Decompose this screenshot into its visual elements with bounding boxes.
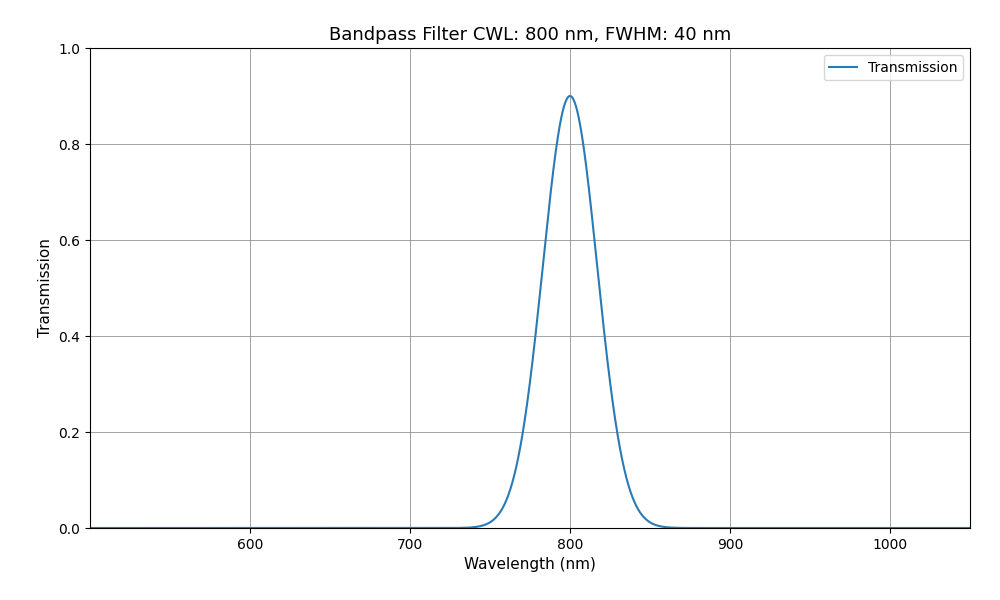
Transmission (964, 524, 976, 532)
Transmission (808, 524, 820, 532)
Transmission (420, 524, 432, 532)
Y-axis label: Transmission: Transmission (38, 239, 53, 337)
X-axis label: Wavelength (nm): Wavelength (nm) (464, 557, 596, 572)
Line: Transmission: Transmission (90, 96, 970, 528)
Transmission (244, 524, 256, 532)
Transmission (84, 524, 96, 532)
Transmission (564, 92, 576, 100)
Transmission (612, 433, 624, 440)
Transmission (741, 524, 753, 532)
Legend: Transmission: Transmission (824, 55, 963, 80)
Title: Bandpass Filter CWL: 800 nm, FWHM: 40 nm: Bandpass Filter CWL: 800 nm, FWHM: 40 nm (329, 26, 731, 44)
Transmission (656, 523, 668, 530)
